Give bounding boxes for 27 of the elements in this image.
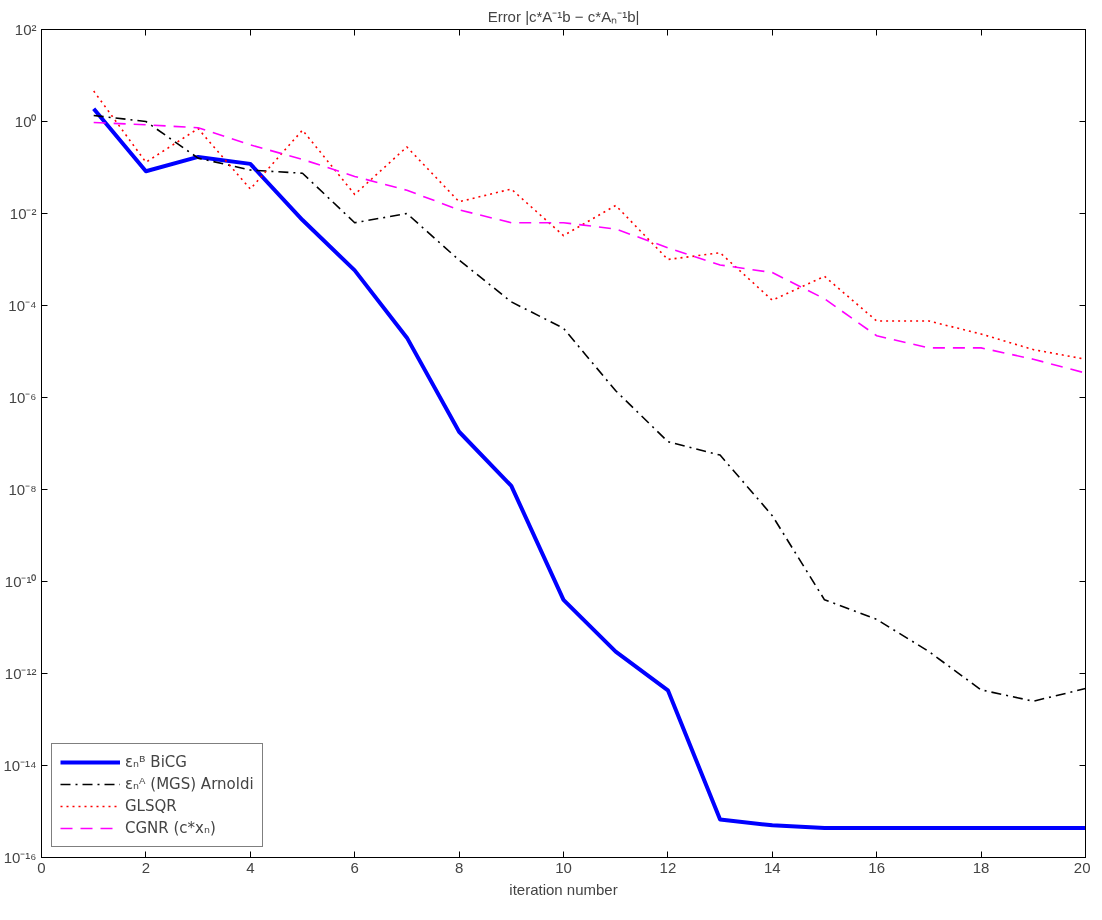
y-tick-label: 10⁻⁸: [8, 481, 37, 498]
x-tick-label: 12: [659, 858, 677, 876]
legend-label: εₙᴬ (MGS) Arnoldi: [125, 775, 254, 793]
x-tick-label: 20: [1073, 858, 1091, 876]
y-tick-label: 10⁻¹²: [4, 665, 37, 682]
x-axis-title: iteration number: [509, 880, 618, 898]
y-tick-label: 10⁻⁴: [8, 297, 37, 314]
x-tick-label: 14: [763, 858, 781, 876]
y-tick-label: 10⁻⁶: [8, 389, 37, 406]
x-tick-label: 2: [141, 858, 151, 876]
legend-label: εₙᴮ BiCG: [125, 753, 187, 771]
y-tick-label: 10⁻²: [9, 205, 37, 222]
x-tick-label: 4: [246, 858, 255, 876]
x-tick-label: 18: [972, 858, 990, 876]
x-tick-label: 6: [350, 858, 359, 876]
y-tick-label: 10²: [14, 21, 37, 38]
y-tick-label: 10⁰: [14, 113, 37, 130]
legend-label: CGNR (c*xₙ): [125, 819, 216, 837]
x-tick-label: 0: [37, 858, 46, 876]
legend-label: GLSQR: [125, 797, 177, 815]
chart-title: Error |c*A⁻¹b − c*Aₙ⁻¹b|: [487, 7, 640, 25]
x-tick-label: 16: [868, 858, 886, 876]
x-tick-label: 10: [555, 858, 572, 876]
y-tick-label: 10⁻¹⁰: [4, 573, 37, 590]
x-tick-label: 8: [454, 858, 464, 876]
y-tick-label: 10⁻¹⁴: [3, 757, 37, 774]
y-tick-label: 10⁻¹⁶: [3, 849, 37, 866]
